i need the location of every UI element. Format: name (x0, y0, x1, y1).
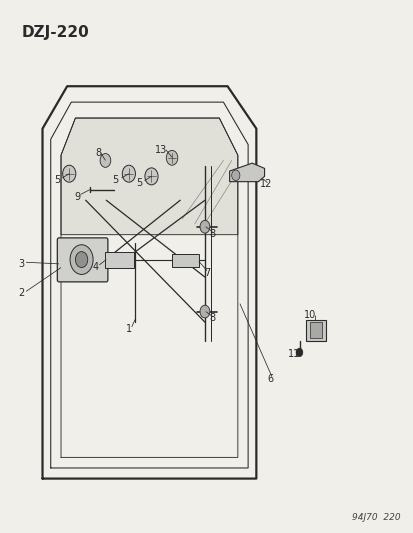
Text: 8: 8 (209, 313, 215, 324)
Text: 9: 9 (74, 191, 81, 201)
Text: 3: 3 (18, 259, 24, 269)
Polygon shape (305, 319, 325, 341)
Circle shape (199, 305, 209, 318)
Circle shape (166, 150, 177, 165)
Text: 10: 10 (303, 310, 315, 320)
Text: 8: 8 (209, 229, 215, 239)
Text: DZJ-220: DZJ-220 (22, 25, 90, 41)
Circle shape (199, 220, 209, 233)
Text: 1: 1 (126, 324, 132, 334)
Polygon shape (229, 163, 264, 182)
Circle shape (296, 348, 302, 357)
Text: 4: 4 (92, 262, 98, 271)
Circle shape (122, 165, 135, 182)
Circle shape (75, 252, 88, 268)
Text: 8: 8 (95, 148, 101, 158)
Circle shape (145, 168, 158, 185)
Text: 7: 7 (203, 268, 210, 278)
Text: 13: 13 (154, 145, 167, 155)
Circle shape (62, 165, 76, 182)
Polygon shape (61, 118, 237, 235)
Polygon shape (309, 322, 321, 338)
Text: 2: 2 (18, 288, 24, 298)
Text: 5: 5 (54, 175, 60, 185)
Text: 94J70  220: 94J70 220 (351, 513, 399, 522)
Text: 11: 11 (287, 349, 299, 359)
FancyBboxPatch shape (105, 252, 133, 268)
Text: 5: 5 (112, 175, 119, 185)
Text: 5: 5 (136, 178, 142, 188)
Circle shape (100, 154, 111, 167)
FancyBboxPatch shape (171, 254, 199, 267)
Circle shape (70, 245, 93, 274)
FancyBboxPatch shape (57, 238, 108, 282)
Text: 12: 12 (260, 179, 272, 189)
Text: 6: 6 (267, 374, 273, 384)
Circle shape (231, 170, 239, 181)
